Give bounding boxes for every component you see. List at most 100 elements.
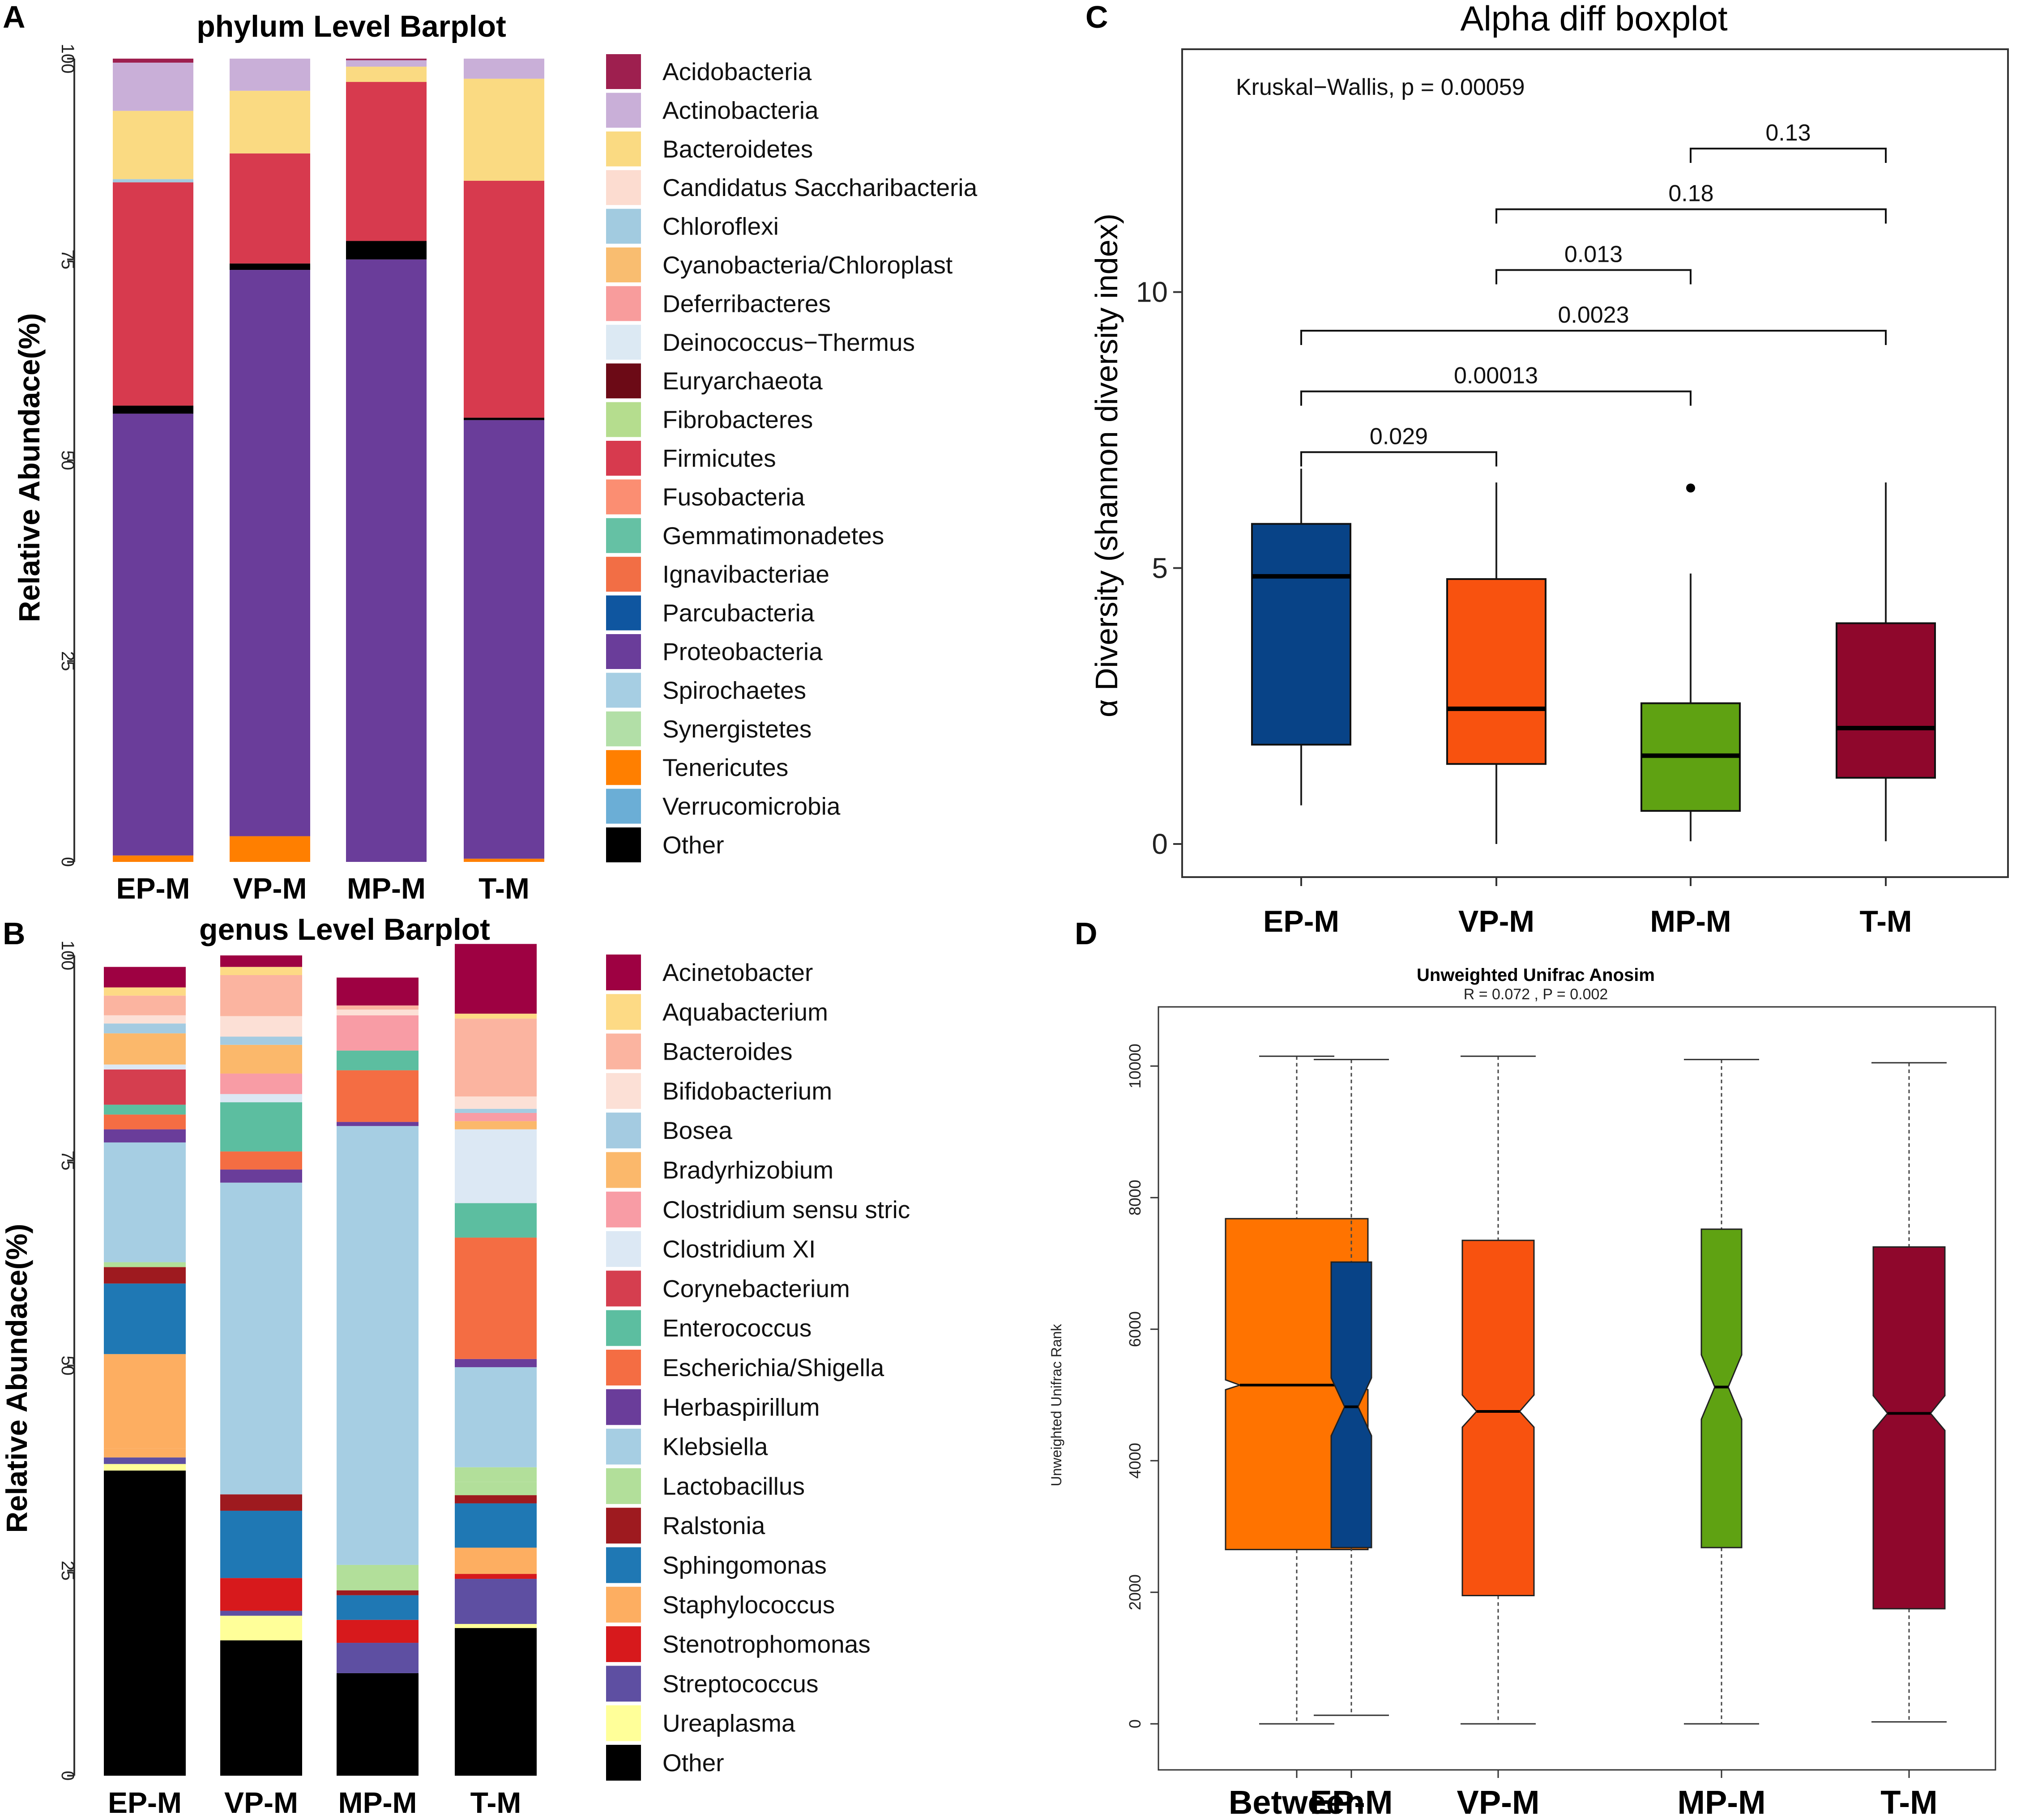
legend-label-deinococcus-thermus: Deinococcus−Thermus	[662, 328, 915, 356]
legend-swatch-sphingomonas	[606, 1547, 641, 1583]
legend-swatch-other	[606, 827, 641, 862]
bar-segment-mp-m-sphingomonas	[337, 1595, 419, 1620]
notched-box-ep-m	[1330, 1261, 1372, 1548]
legend-swatch-streptococcus	[606, 1666, 641, 1702]
panel-b: B genus Level Barplot Relative Abundace(…	[0, 895, 1021, 1820]
bar-segment-vp-m-proteobacteria	[230, 270, 310, 836]
bar-segment-ep-m-upper	[104, 1262, 186, 1267]
chart-title: Unweighted Unifrac Anosim	[1417, 965, 1655, 985]
legend-swatch-acinetobacter	[606, 955, 641, 990]
legend-label-lactobacillus: Lactobacillus	[662, 1472, 805, 1500]
legend-swatch-staphylococcus	[606, 1586, 641, 1623]
x-tick-label-t-m: T-M	[1859, 904, 1912, 938]
legend-label-proteobacteria: Proteobacteria	[662, 638, 823, 665]
bar-segment-vp-m-upper	[220, 1036, 302, 1045]
panel-letter-a: A	[3, 0, 26, 34]
legend-swatch-parcubacteria	[606, 595, 641, 631]
bar-segment-vp-m-firmicutes	[230, 153, 310, 264]
chart-title: genus Level Barplot	[199, 912, 490, 946]
legend-label-bacteroides: Bacteroides	[662, 1038, 792, 1066]
bar-segment-t-m-ureaplasma	[455, 1624, 537, 1628]
legend-label-verrucomicrobia: Verrucomicrobia	[662, 793, 841, 820]
bar-segment-mp-m-streptococcus	[337, 1643, 419, 1673]
panel-a: A phylum Level Barplot Relative Abundace…	[0, 0, 1021, 917]
bar-segment-ep-m-other	[113, 405, 193, 414]
legend-label-actinobacteria: Actinobacteria	[662, 96, 819, 124]
bar-segment-vp-m-stenotrophomonas	[220, 1578, 302, 1611]
bar-segment-ep-m-upper	[104, 1283, 186, 1354]
comparison-p-value: 0.18	[1668, 181, 1713, 207]
legend-swatch-clostridium-xi	[606, 1231, 641, 1267]
y-tick-label: 0	[1152, 828, 1168, 860]
legend-label-ralstonia: Ralstonia	[662, 1512, 765, 1539]
legend-swatch-acidobacteria	[606, 54, 641, 89]
bar-segment-mp-m-acidobacteria	[346, 59, 427, 60]
legend-swatch-euryarchaeota	[606, 363, 641, 399]
bar-segment-mp-m-enterococcus	[337, 1050, 419, 1070]
legend-swatch-tenericutes	[606, 750, 641, 785]
bar-segment-vp-m-sphingomonas	[220, 1510, 302, 1578]
x-tick-label-ep-m: EP-M	[1310, 1784, 1393, 1820]
bar-segment-t-m-other	[464, 418, 544, 420]
bar-segment-ep-m-staphylococcus	[104, 1448, 186, 1458]
bar-segment-vp-m-ralstonia	[220, 1494, 302, 1511]
bar-segment-mp-m-herbaspirillum	[337, 1122, 419, 1126]
bar-segment-ep-m-upper	[104, 987, 186, 996]
bar-segment-vp-m-upper	[220, 1044, 302, 1074]
x-tick-label-ep-m: EP-M	[1263, 904, 1339, 938]
bar-segment-ep-m-upper	[104, 1142, 186, 1262]
bar-segment-vp-m-streptococcus	[220, 1611, 302, 1616]
bar-segment-vp-m-other	[220, 1640, 302, 1776]
bar-segment-ep-m-streptococcus	[104, 1457, 186, 1464]
legend-label-synergistetes: Synergistetes	[662, 715, 812, 743]
bar-segment-ep-m-upper	[104, 1129, 186, 1142]
x-tick-label-mp-m: MP-M	[338, 1786, 417, 1819]
bar-segment-ep-m-upper	[104, 1114, 186, 1130]
anosim-boxplot: D Unweighted Unifrac Anosim R = 0.072 , …	[1048, 916, 1996, 1820]
legend-label-fibrobacteres: Fibrobacteres	[662, 406, 813, 434]
bar-segment-mp-m-acinetobacter	[337, 977, 419, 1006]
legend-label-escherichia-shigella: Escherichia/Shigella	[662, 1354, 884, 1381]
bar-segment-ep-m-upper	[104, 1033, 186, 1065]
x-tick-label-t-m: T-M	[478, 872, 530, 905]
y-tick-label: 0	[1126, 1719, 1144, 1728]
bar-segment-vp-m-upper	[220, 1151, 302, 1170]
legend-swatch-chloroflexi	[606, 209, 641, 244]
y-axis-label: α Diversity (shannon diversity index)	[1089, 213, 1124, 717]
bar-segment-ep-m-other	[104, 1470, 186, 1776]
bar-segment-vp-m-upper	[220, 1182, 302, 1495]
panel-letter-d: D	[1075, 916, 1098, 951]
comparison-bracket	[1300, 330, 1887, 345]
bar-segment-ep-m-upper	[104, 967, 186, 988]
bar-segment-ep-m-upper	[104, 1354, 186, 1449]
legend-label-other: Other	[662, 831, 724, 859]
box-ep-m	[1251, 523, 1351, 746]
bar-segment-t-m-firmicutes	[464, 180, 544, 418]
bar-segment-t-m-upper	[455, 1121, 537, 1130]
legend-label-sphingomonas: Sphingomonas	[662, 1551, 827, 1579]
legend-label-tenericutes: Tenericutes	[662, 754, 788, 781]
legend-swatch-aquabacterium	[606, 994, 641, 1030]
legend-label-bosea: Bosea	[662, 1117, 732, 1144]
bar-segment-t-m-upper	[455, 1237, 537, 1359]
genus-barplot: B genus Level Barplot Relative Abundace(…	[0, 912, 910, 1819]
chart-title: phylum Level Barplot	[197, 9, 506, 43]
bar-segment-t-m-sphingomonas	[455, 1503, 537, 1548]
comparison-bracket	[1300, 390, 1692, 406]
legend-label-firmicutes: Firmicutes	[662, 444, 776, 472]
comparison-p-value: 0.029	[1370, 423, 1428, 449]
bar-segment-ep-m-upper	[104, 1069, 186, 1105]
legend-label-fusobacteria: Fusobacteria	[662, 483, 805, 511]
panel-letter-c: C	[1085, 0, 1108, 34]
bar-segment-ep-m-upper	[104, 995, 186, 1015]
legend-swatch-ureaplasma	[606, 1705, 641, 1741]
box-t-m	[1836, 622, 1936, 779]
bar-segment-t-m-stenotrophomonas	[455, 1574, 537, 1579]
x-tick-label-between: Between	[1229, 1784, 1365, 1820]
bar-segment-t-m-staphylococcus	[455, 1547, 537, 1574]
bar-segment-t-m-upper	[455, 944, 537, 1014]
phylum-barplot: A phylum Level Barplot Relative Abundace…	[3, 0, 978, 905]
comparison-bracket	[1690, 148, 1887, 163]
panel-d: D Unweighted Unifrac Anosim R = 0.072 , …	[1021, 895, 2042, 1820]
bar-segment-ep-m-actinobacteria	[113, 62, 193, 111]
